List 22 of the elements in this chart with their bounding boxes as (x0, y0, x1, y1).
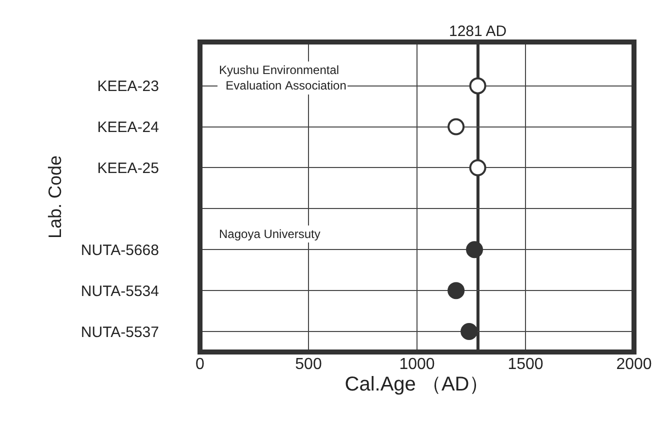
y-axis-title: Lab. Code (45, 155, 66, 239)
annotation: Kyushu Environmental Evaluation Association (219, 63, 346, 93)
annotation: Nagoya Universuty (219, 227, 320, 241)
x-tick-label: 2000 (616, 356, 652, 373)
x-tick-label: 1500 (508, 356, 544, 373)
y-tick-label: KEEA-25 (97, 160, 159, 177)
point (469, 159, 486, 176)
ref-line-label: 1281 AD (449, 23, 507, 40)
x-tick-label: 500 (295, 356, 322, 373)
point (466, 241, 484, 258)
y-tick-label: KEEA-23 (97, 78, 159, 96)
x-tick-label: 1000 (399, 356, 435, 373)
point (448, 282, 465, 300)
y-tick-label: NUTA-5668 (80, 242, 159, 259)
y-tick-label: NUTA-5537 (80, 324, 159, 341)
point (460, 323, 478, 340)
x-axis-title: Cal.Age （AD） (344, 374, 490, 396)
y-tick-label: KEEA-24 (97, 119, 159, 136)
point (448, 118, 465, 136)
point (469, 77, 486, 94)
x-tick-label: 0 (196, 356, 205, 373)
y-tick-label: NUTA-5534 (80, 282, 159, 300)
